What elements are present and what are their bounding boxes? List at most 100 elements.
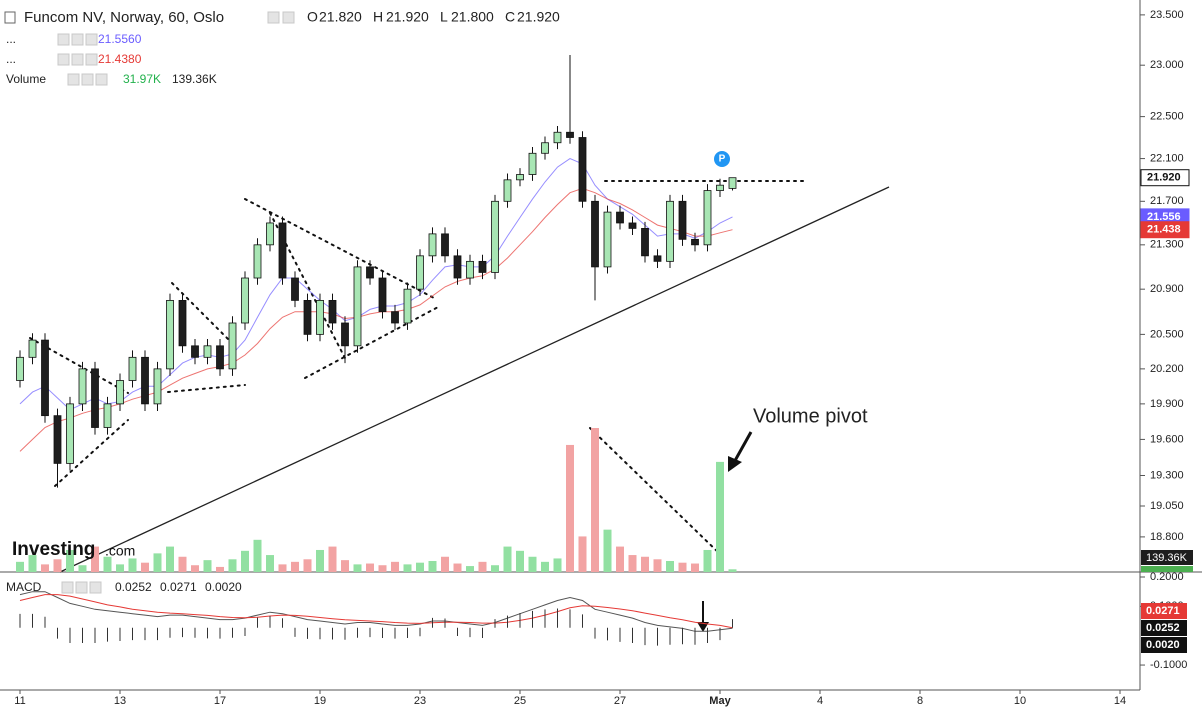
symbol-title: Funcom NV, Norway, 60, Oslo — [24, 9, 224, 26]
volume-bar — [578, 536, 587, 572]
study-value: 139.36K — [172, 72, 217, 86]
volume-bar — [41, 564, 49, 572]
volume-bar — [428, 560, 437, 572]
y-tick-label: 19.050 — [1150, 500, 1184, 512]
volume-bar — [603, 529, 612, 572]
macd-value: 0.0252 — [115, 580, 152, 594]
y-tick-label: 23.500 — [1150, 9, 1184, 21]
volume-bar — [291, 561, 299, 572]
icon[interactable] — [85, 53, 98, 66]
y-tick-label: 20.500 — [1150, 328, 1184, 340]
moving-average — [19, 187, 733, 452]
candle-body — [216, 345, 224, 370]
ohlc-key: O — [307, 9, 318, 25]
candle-body — [541, 142, 549, 154]
volume-bar — [441, 556, 449, 572]
volume-tag-label: 139.36K — [1146, 552, 1188, 564]
macd-tag-label: 0.0271 — [1146, 605, 1180, 617]
candle-body — [91, 368, 99, 428]
volume-bar — [66, 549, 74, 572]
y-tick-label: -0.1000 — [1150, 659, 1187, 671]
macd-tag — [1141, 620, 1187, 636]
volume-bar — [241, 550, 249, 572]
collapse-icon[interactable] — [4, 11, 16, 24]
icon[interactable] — [71, 53, 84, 66]
volume-bar — [53, 559, 62, 572]
event-marker-label[interactable]: P — [719, 154, 726, 165]
volume-tag — [1141, 566, 1193, 572]
icon[interactable] — [89, 581, 102, 594]
volume-bar — [503, 546, 512, 572]
x-tick-label: 10 — [1014, 695, 1026, 707]
icon[interactable] — [85, 33, 98, 46]
candle-body — [691, 238, 699, 246]
icon[interactable] — [67, 73, 80, 86]
icon[interactable] — [71, 33, 84, 46]
study-value: 21.4380 — [98, 52, 142, 66]
macd-line — [19, 591, 733, 632]
volume-bar — [253, 539, 262, 572]
candle-body — [253, 244, 262, 279]
price-tag — [1140, 169, 1190, 187]
candle-body — [491, 200, 499, 273]
icon[interactable] — [75, 581, 88, 594]
y-tick-label: 22.500 — [1150, 111, 1184, 123]
dotted-line — [29, 337, 129, 394]
volume-tag — [1141, 550, 1193, 565]
volume-bar — [678, 562, 687, 572]
icon[interactable] — [57, 53, 70, 66]
volume-bar — [541, 561, 549, 572]
study-name: ... — [6, 52, 16, 66]
x-tick-label: 27 — [614, 695, 626, 707]
x-tick-label: 14 — [1114, 695, 1126, 707]
candle-body — [516, 174, 524, 181]
y-tick-label: 18.800 — [1150, 531, 1184, 543]
volume-bar — [716, 461, 724, 572]
icon[interactable] — [95, 73, 108, 86]
candle-body — [628, 222, 637, 229]
x-tick-label: 19 — [314, 695, 326, 707]
event-marker[interactable] — [714, 151, 730, 167]
x-tick-label: 25 — [514, 695, 526, 707]
ohlc-value: 21.920 — [517, 9, 560, 25]
y-tick-label: 19.300 — [1150, 469, 1184, 481]
arrow-head — [728, 456, 742, 472]
volume-bar — [353, 564, 362, 572]
macd-tag — [1141, 603, 1187, 619]
macd-tag — [1141, 637, 1187, 653]
candle-body — [578, 137, 587, 202]
candle-body — [453, 255, 462, 279]
candle-body — [178, 299, 187, 347]
volume-bar — [691, 563, 699, 572]
trend-line — [59, 186, 890, 573]
icon[interactable] — [61, 581, 74, 594]
volume-bar — [28, 555, 37, 572]
study-name: ... — [6, 32, 16, 46]
price-tag-label: 21.438 — [1147, 224, 1181, 236]
icon[interactable] — [57, 33, 70, 46]
dotted-line — [304, 305, 441, 379]
icon[interactable] — [267, 11, 280, 24]
ohlc-value: 21.920 — [386, 9, 429, 25]
macd-title: MACD — [6, 580, 42, 594]
icon[interactable] — [282, 11, 295, 24]
x-tick-label: 4 — [817, 695, 823, 707]
volume-bar — [616, 546, 624, 572]
candle-body — [703, 190, 712, 246]
x-tick-label: 8 — [917, 695, 923, 707]
ohlc-key: L — [440, 9, 448, 25]
trend-annotations — [29, 180, 890, 632]
header-legend: Funcom NV, Norway, 60, Oslo O 21.820 H 2… — [4, 9, 560, 594]
candle-body — [441, 233, 449, 257]
candle-body — [53, 415, 62, 464]
volume-bar — [191, 565, 199, 572]
x-tick-label: May — [709, 695, 731, 707]
icon[interactable] — [81, 73, 94, 86]
volume-bar — [328, 546, 337, 572]
macd-value: 0.0271 — [160, 580, 197, 594]
candle-body — [428, 233, 437, 257]
volume-bar — [278, 564, 287, 572]
volume-bar — [91, 546, 99, 572]
